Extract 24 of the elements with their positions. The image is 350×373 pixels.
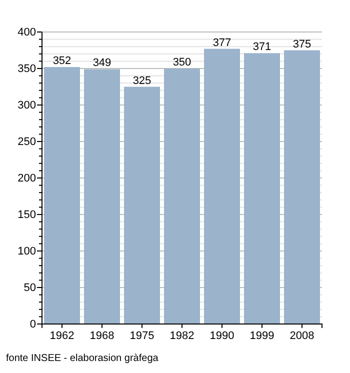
y-tick-label: 0 <box>30 318 36 331</box>
source-note: fonte INSEE - elaborasion gràfega <box>6 353 159 364</box>
y-tick-label: 50 <box>24 282 36 294</box>
data-label: 352 <box>52 55 72 68</box>
data-label: 377 <box>212 36 232 49</box>
x-tick-label: 1990 <box>210 330 234 342</box>
y-tick-label: 350 <box>18 63 36 76</box>
y-tick-label: 300 <box>18 100 36 112</box>
x-tick-label: 2008 <box>290 330 314 342</box>
x-tick-label: 1968 <box>90 330 114 342</box>
y-tick-label: 200 <box>18 172 36 185</box>
data-label: 371 <box>252 41 272 54</box>
y-tick-label: 100 <box>18 246 36 258</box>
data-label: 375 <box>292 38 312 50</box>
y-tick-label: 250 <box>18 136 36 148</box>
x-tick-label: 1975 <box>130 330 154 342</box>
x-tick-label: 1962 <box>50 330 74 342</box>
data-label: 325 <box>132 74 152 87</box>
data-label: 350 <box>172 56 192 68</box>
y-tick-label: 400 <box>18 26 36 39</box>
x-tick-label: 1999 <box>250 330 274 342</box>
y-tick-label: 150 <box>18 209 36 222</box>
data-label: 349 <box>92 57 112 70</box>
x-tick-label: 1982 <box>170 330 194 342</box>
